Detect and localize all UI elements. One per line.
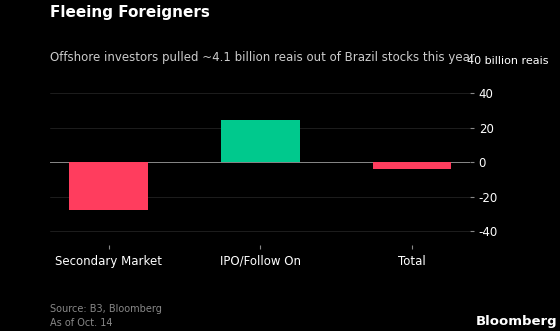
Text: 40 billion reais: 40 billion reais <box>467 56 549 66</box>
Text: Bloomberg: Bloomberg <box>475 315 557 328</box>
Bar <box>372 162 451 169</box>
Text: Fleeing Foreigners: Fleeing Foreigners <box>50 5 210 20</box>
Text: Source: B3, Bloomberg
As of Oct. 14: Source: B3, Bloomberg As of Oct. 14 <box>50 304 162 328</box>
Bar <box>69 162 148 211</box>
Bar <box>221 120 300 162</box>
Text: Offshore investors pulled ~4.1 billion reais out of Brazil stocks this year: Offshore investors pulled ~4.1 billion r… <box>50 51 475 64</box>
